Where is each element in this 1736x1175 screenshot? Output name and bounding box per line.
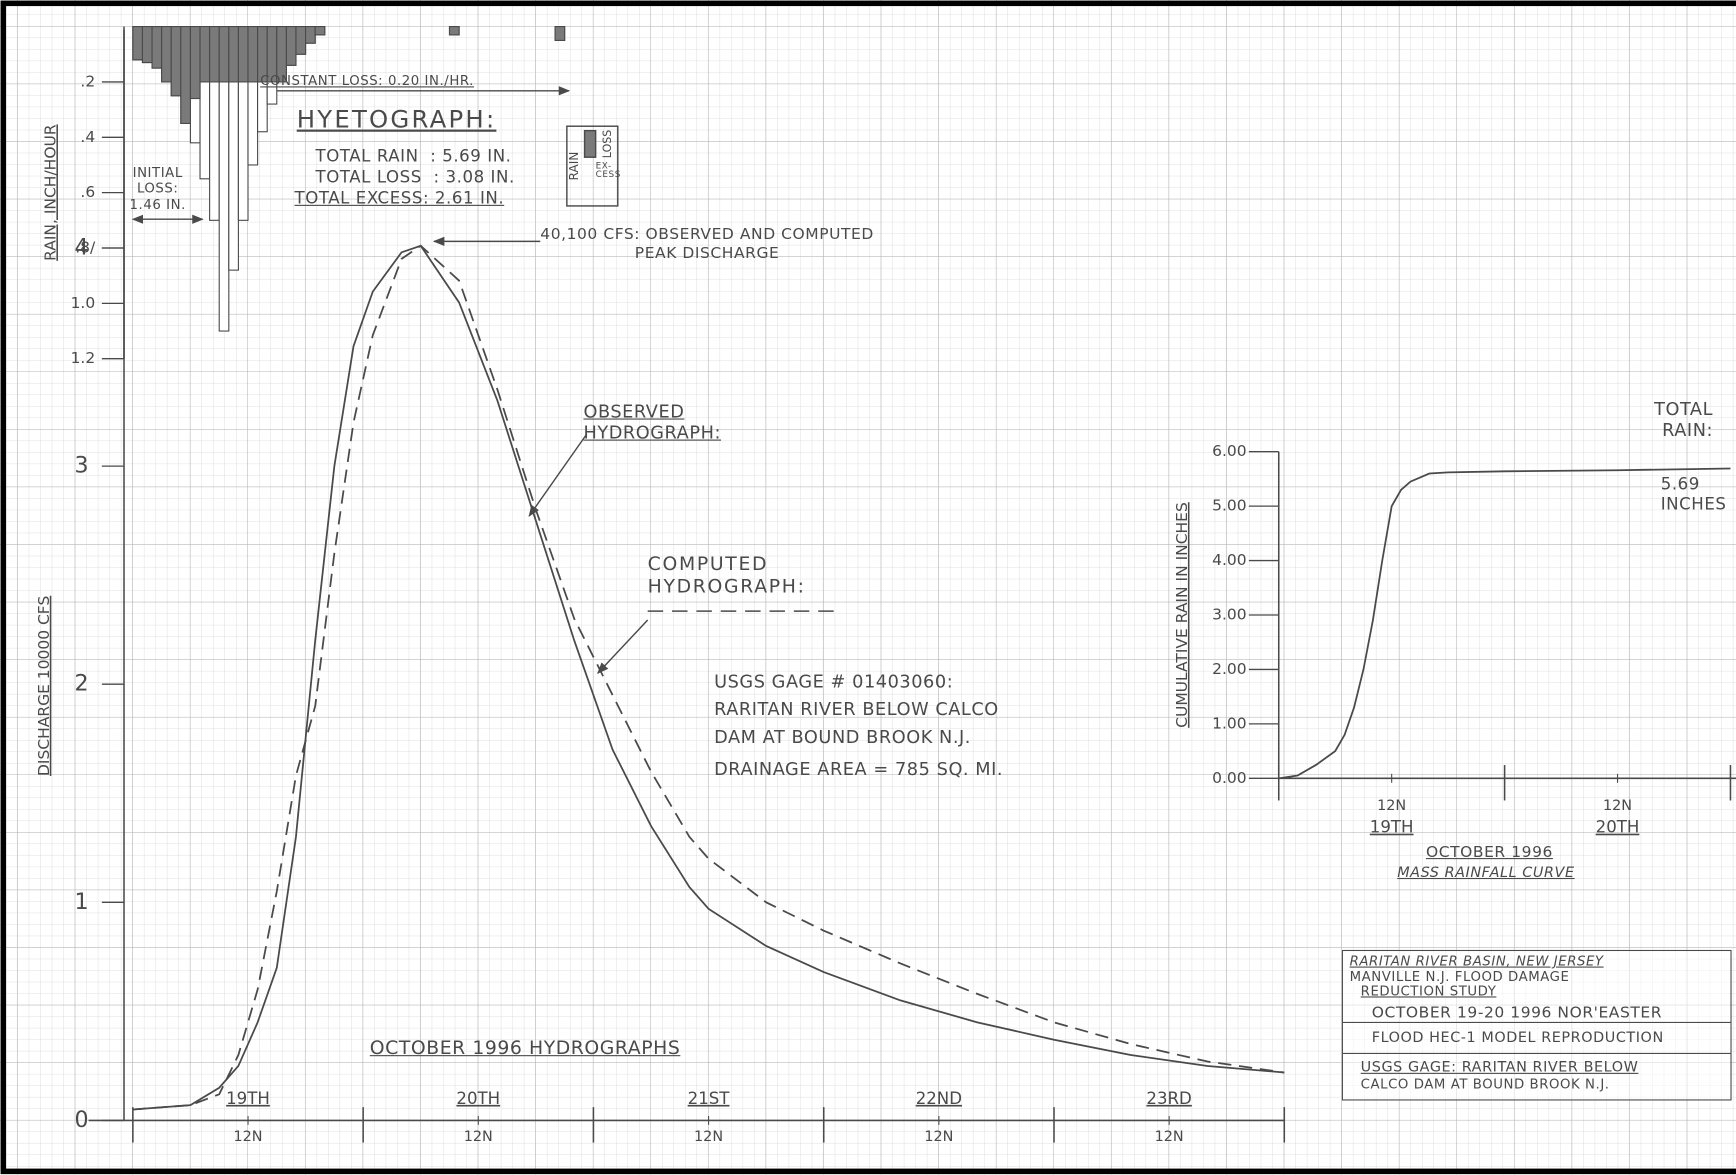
y-tick-label: 5.00 (1212, 497, 1246, 515)
series-line (1278, 467, 1731, 780)
bar (199, 26, 211, 83)
y-tick-label: .2 (80, 72, 95, 90)
day-label: 21ST (688, 1089, 731, 1108)
computed-arrow (597, 619, 649, 674)
y-tick-label: 6.00 (1212, 442, 1246, 460)
bar (554, 26, 566, 41)
legend-excess: EX- CESS (595, 160, 621, 180)
title-block-line: MANVILLE N.J. FLOOD DAMAGE (1349, 968, 1570, 985)
hyeto-key-loss (583, 129, 597, 158)
y-tick-label: .6 (80, 183, 95, 201)
title-block: RARITAN RIVER BASIN, NEW JERSEY MANVILLE… (1341, 949, 1732, 1101)
x-tick-label: 12N (924, 1129, 953, 1145)
hyeto-title: HYETOGRAPH: (296, 106, 497, 134)
gage-3: DAM AT BOUND BROOK N.J. (714, 726, 971, 748)
x-tick-label: 12N (1603, 798, 1632, 814)
total-rain-value: 5.69 INCHES (1660, 473, 1727, 514)
y-tick-label: 3.00 (1212, 606, 1246, 624)
title-block-line: FLOOD HEC-1 MODEL REPRODUCTION (1371, 1029, 1664, 1047)
series-line (132, 244, 1285, 1111)
y-tick-label: .8/ (75, 238, 96, 256)
mass-title: OCTOBER 1996 (1425, 843, 1553, 862)
divider (1342, 1021, 1731, 1023)
observed-label: OBSERVED HYDROGRAPH: (583, 400, 721, 444)
bar (141, 26, 153, 64)
day-label: 19TH (1370, 818, 1414, 837)
bar (448, 26, 460, 36)
computed-label: COMPUTED HYDROGRAPH: (647, 553, 806, 599)
total-excess: TOTAL EXCESS: 2.61 IN. (294, 188, 505, 209)
bar (161, 26, 172, 83)
title-block-line: USGS GAGE: RARITAN RIVER BELOW (1360, 1059, 1639, 1077)
day-label: 23RD (1146, 1089, 1191, 1108)
mass-subtitle: MASS RAINFALL CURVE (1397, 864, 1575, 882)
bar (218, 26, 230, 83)
y-tick-label: .4 (80, 128, 95, 146)
legend-rain: RAIN (567, 152, 581, 181)
y-tick-label: 4 (74, 234, 88, 260)
bar (295, 26, 307, 55)
bar (180, 26, 191, 124)
y-tick-label: 4.00 (1212, 551, 1246, 569)
y-axis-label: RAIN, INCH/HOUR (41, 124, 59, 261)
y-tick-label: 2.00 (1212, 660, 1246, 678)
bar (132, 26, 144, 61)
x-tick-label: 12N (464, 1129, 493, 1145)
y-tick-label: 2 (74, 671, 88, 697)
initial-loss: INITIAL LOSS: 1.46 IN. (129, 164, 186, 213)
bar (189, 26, 201, 100)
day-label: 20TH (456, 1089, 500, 1108)
total-rain: TOTAL RAIN : 5.69 IN. (315, 146, 512, 167)
gage-4: DRAINAGE AREA = 785 SQ. MI. (714, 758, 1004, 780)
bar (314, 26, 326, 36)
gage-2: RARITAN RIVER BELOW CALCO (714, 698, 999, 720)
bar (237, 26, 249, 83)
y-tick-label: 1.0 (71, 294, 96, 312)
bar (228, 26, 239, 83)
bar (209, 26, 220, 83)
bar (285, 26, 297, 66)
y-tick-label: 1 (74, 889, 88, 915)
peak-note: 40,100 CFS: OBSERVED AND COMPUTED PEAK D… (540, 225, 874, 263)
constant-loss: CONSTANT LOSS: 0.20 IN./HR. (260, 73, 474, 89)
bar (170, 26, 182, 97)
title-block-line: OCTOBER 19-20 1996 NOR'EASTER (1371, 1004, 1663, 1022)
x-tick-label: 12N (1155, 1129, 1184, 1145)
day-label: 22ND (916, 1089, 962, 1108)
bar (247, 26, 259, 83)
y-axis-label: DISCHARGE 10000 CFS (35, 596, 53, 776)
x-tick-label: 12N (694, 1129, 723, 1145)
series-line (132, 244, 1285, 1111)
observed-arrow (528, 433, 588, 517)
y-axis-label: CUMULATIVE RAIN IN INCHES (1173, 502, 1191, 728)
title-block-line: RARITAN RIVER BASIN, NEW JERSEY (1349, 953, 1604, 969)
hyeto-key-box (566, 125, 619, 207)
title-block-line: CALCO DAM AT BOUND BROOK N.J. (1360, 1076, 1610, 1092)
y-tick-label: 1.00 (1212, 714, 1246, 732)
divider (1342, 1052, 1731, 1054)
x-tick-label: 12N (233, 1129, 262, 1145)
total-loss: TOTAL LOSS : 3.08 IN. (315, 167, 515, 188)
x-tick-label: 12N (1377, 798, 1406, 814)
day-label: 19TH (226, 1089, 270, 1108)
y-tick-label: 0 (74, 1107, 88, 1133)
day-label: 20TH (1596, 818, 1640, 837)
bar (151, 26, 163, 69)
title-block-line: REDUCTION STUDY (1360, 983, 1497, 999)
hydro-title: OCTOBER 1996 HYDROGRAPHS (369, 1037, 681, 1060)
y-tick-label: 3 (74, 453, 88, 479)
y-tick-label: 0.00 (1212, 769, 1246, 787)
total-rain-label: TOTAL RAIN: (1654, 398, 1714, 441)
bar (305, 26, 316, 44)
gage-1: USGS GAGE # 01403060: (714, 670, 954, 692)
y-tick-label: 1.2 (71, 349, 96, 367)
legend-loss: LOSS (601, 130, 614, 159)
